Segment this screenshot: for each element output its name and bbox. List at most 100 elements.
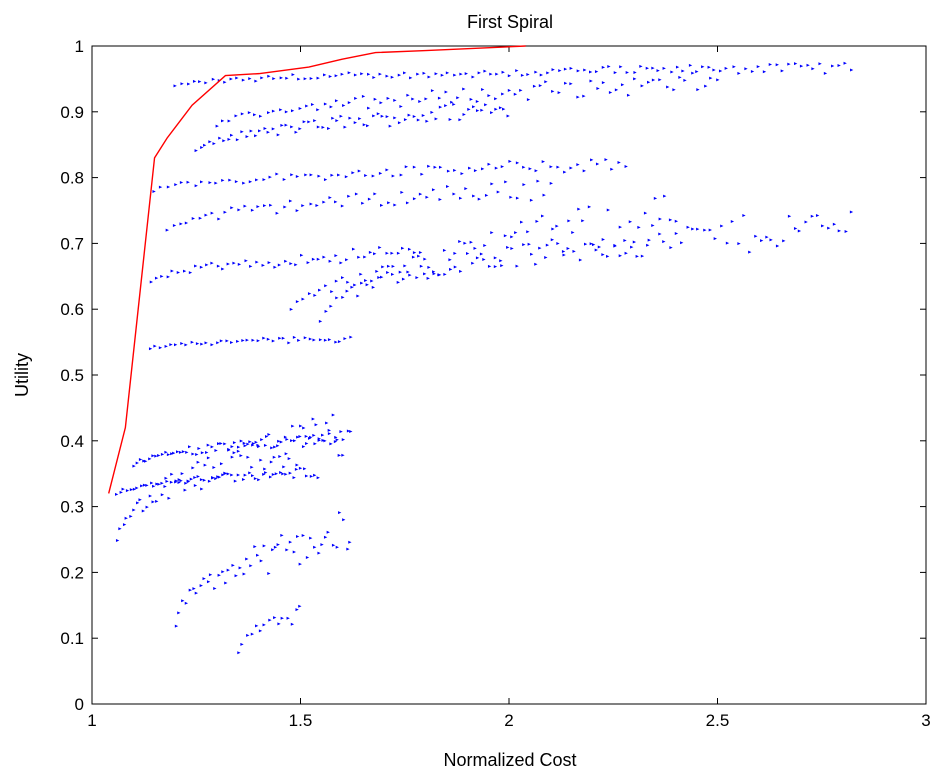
data-point <box>647 80 651 84</box>
data-point <box>462 113 466 117</box>
data-point <box>280 533 284 537</box>
data-point <box>303 77 307 81</box>
data-point <box>267 572 271 576</box>
data-point <box>204 213 208 217</box>
data-point <box>658 78 662 82</box>
data-point <box>510 235 514 239</box>
data-point <box>290 622 295 626</box>
data-point <box>364 279 368 283</box>
data-point <box>390 75 395 79</box>
data-point <box>608 90 613 94</box>
data-point <box>420 172 424 176</box>
data-point <box>640 254 645 258</box>
data-point <box>271 339 276 343</box>
data-point <box>346 280 350 284</box>
data-point <box>597 245 602 249</box>
data-point <box>339 430 343 434</box>
data-point <box>624 251 628 255</box>
data-point <box>582 169 586 173</box>
data-point <box>437 273 441 277</box>
data-point <box>487 264 492 268</box>
data-point <box>601 81 606 85</box>
data-point <box>756 65 761 69</box>
data-point <box>288 199 293 203</box>
data-point <box>270 446 274 450</box>
data-point <box>268 618 272 622</box>
data-point <box>449 267 453 271</box>
data-point <box>561 249 566 253</box>
data-point <box>432 270 436 274</box>
data-point <box>214 448 218 452</box>
data-point <box>479 252 484 256</box>
data-point <box>234 574 238 578</box>
data-point <box>444 90 448 94</box>
data-point <box>378 72 382 76</box>
data-point <box>248 77 252 81</box>
data-point <box>136 501 140 505</box>
data-point <box>151 500 155 504</box>
data-point <box>391 174 395 178</box>
data-point <box>273 616 277 620</box>
data-point <box>387 201 391 205</box>
data-point <box>303 467 307 471</box>
data-point <box>510 247 514 251</box>
data-point <box>327 432 332 436</box>
data-point <box>372 76 376 80</box>
data-point <box>263 126 267 130</box>
data-point <box>367 106 371 110</box>
data-point <box>367 197 372 201</box>
data-point <box>515 69 519 73</box>
data-point <box>376 112 381 116</box>
data-point <box>542 193 546 197</box>
data-point <box>507 88 512 92</box>
data-point <box>666 85 670 89</box>
data-point <box>787 62 791 66</box>
data-point <box>223 210 227 214</box>
data-point <box>462 87 466 91</box>
data-point <box>242 441 246 445</box>
data-point <box>241 477 246 481</box>
data-point <box>353 283 357 287</box>
data-point <box>200 342 204 346</box>
data-point <box>235 76 239 80</box>
data-point <box>184 481 188 485</box>
data-point <box>305 441 309 445</box>
data-point <box>377 275 381 279</box>
data-point <box>174 183 178 187</box>
data-point <box>386 96 390 100</box>
data-point <box>181 599 185 603</box>
data-point <box>255 178 259 182</box>
data-point <box>205 263 209 267</box>
data-point <box>610 167 614 171</box>
data-point <box>290 439 294 443</box>
data-point <box>253 545 257 549</box>
data-point <box>279 76 283 80</box>
data-point <box>361 201 365 205</box>
data-point <box>262 544 266 548</box>
data-point <box>499 259 503 263</box>
data-point <box>260 76 264 80</box>
data-point <box>373 97 377 101</box>
data-point <box>280 616 284 620</box>
data-point <box>818 62 822 66</box>
data-point <box>804 220 808 224</box>
data-point <box>351 171 355 175</box>
data-point <box>452 102 456 106</box>
data-point <box>334 279 339 283</box>
data-point <box>214 181 218 185</box>
data-point <box>277 439 281 443</box>
data-point <box>418 100 422 104</box>
data-point <box>266 130 270 134</box>
data-point <box>267 74 271 78</box>
data-point <box>281 336 286 340</box>
y-tick-label: 0.9 <box>60 103 84 122</box>
data-point <box>453 251 457 255</box>
data-point <box>515 196 520 200</box>
data-point <box>196 460 200 464</box>
data-point <box>295 300 300 304</box>
data-point <box>198 216 203 220</box>
data-point <box>551 89 555 93</box>
data-point <box>750 70 755 74</box>
data-point <box>606 254 610 258</box>
data-point <box>236 473 241 477</box>
